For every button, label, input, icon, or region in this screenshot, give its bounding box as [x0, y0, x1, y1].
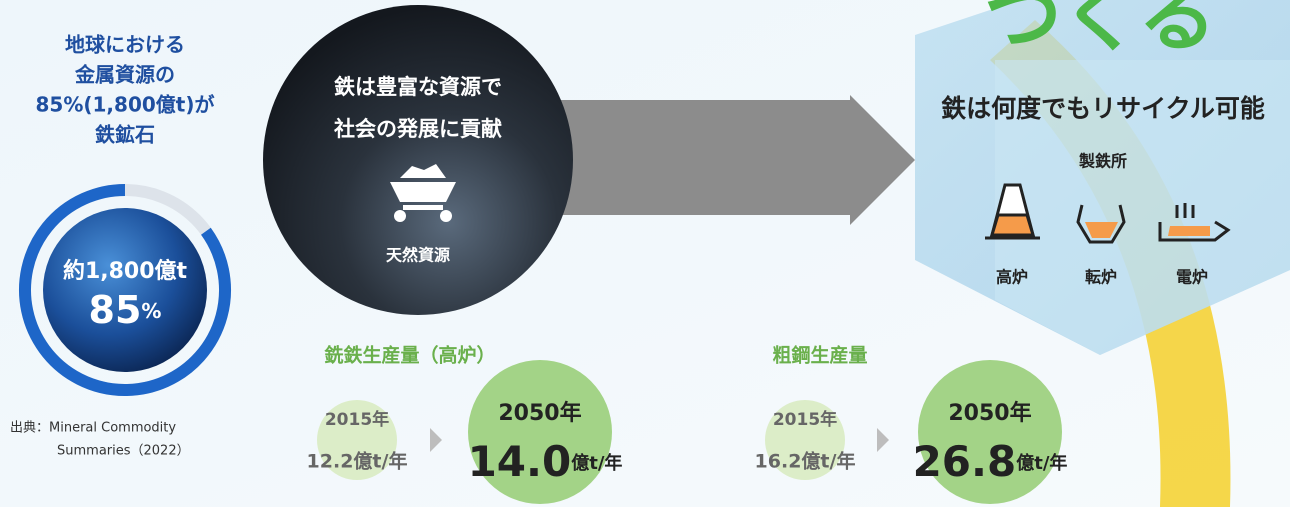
source: 出典：Mineral Commodity [10, 421, 176, 436]
icon-label: 天然資源 [386, 246, 450, 265]
arrow [560, 95, 915, 225]
to-year: 2050年 [498, 400, 581, 426]
cart-icon [390, 164, 456, 222]
to-circle [918, 360, 1062, 504]
furnace-label: 高炉 [996, 268, 1028, 287]
to-unit: 億t/年 [1016, 452, 1067, 474]
from-value: 12.2億t/年 [307, 450, 408, 473]
furnace-label: 電炉 [1176, 268, 1208, 287]
heading-line: 鉄鉱石 [95, 123, 155, 147]
ring-share [19, 184, 231, 396]
to-unit: 億t/年 [571, 452, 622, 474]
percent-value: 85 [89, 288, 142, 332]
globe-percent: 85% [89, 288, 162, 332]
from-year: 2015年 [773, 409, 837, 430]
cube-face [995, 60, 1290, 355]
heading-line: 金属資源の [74, 63, 175, 87]
source: Summaries（2022） [57, 444, 190, 459]
step-arrow [877, 428, 889, 452]
plant-label: 製鉄所 [1078, 152, 1127, 171]
globe [43, 208, 207, 372]
from-value: 16.2億t/年 [755, 450, 856, 473]
to-circle [468, 360, 612, 504]
production-title: 粗鋼生産量 [772, 344, 867, 367]
recycle-band [990, 20, 1231, 507]
from-year: 2015年 [325, 409, 389, 430]
from-circle [765, 400, 845, 480]
furnace-icons [985, 183, 1231, 244]
furnace-label: 転炉 [1085, 268, 1117, 287]
heading-line: 地球における [65, 33, 185, 57]
photo-circle [263, 5, 573, 315]
headline: つくる [984, 0, 1216, 62]
production-title: 銑鉄生産量（高炉） [323, 344, 495, 367]
center-line: 鉄は豊富な資源で [334, 75, 502, 99]
step-arrow [430, 428, 442, 452]
recycle-title: 鉄は何度でもリサイクル可能 [941, 94, 1265, 123]
to-number: 14.0 [468, 437, 572, 486]
to-value: 26.8億t/年 [913, 437, 1068, 486]
globe-amount: 約1,800億t [63, 258, 188, 284]
heading-line: 85%(1,800億t)が [36, 93, 215, 117]
to-number: 26.8 [913, 437, 1017, 486]
percent-unit: % [141, 299, 161, 323]
to-value: 14.0億t/年 [468, 437, 623, 486]
center-line: 社会の発展に貢献 [333, 117, 502, 141]
from-circle [317, 400, 397, 480]
to-year: 2050年 [948, 400, 1031, 426]
